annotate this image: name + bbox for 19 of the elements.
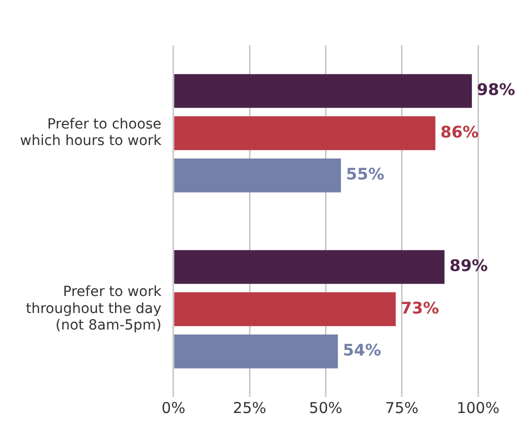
- data-label: 86%: [440, 122, 479, 142]
- data-label: 54%: [342, 340, 382, 360]
- y-tick-label: Prefer to choose which hours to work: [20, 116, 162, 150]
- data-label: 89%: [449, 256, 488, 276]
- data-label: 55%: [346, 164, 384, 184]
- bar: [174, 292, 396, 326]
- x-tick-label: 100%: [456, 399, 500, 418]
- data-label: 98%: [476, 80, 516, 100]
- bar: [174, 74, 472, 108]
- y-tick-label: Prefer to work throughout the day (not 8am-5pm): [26, 284, 162, 334]
- bar: [174, 158, 341, 192]
- bar: [174, 250, 444, 284]
- x-tick-label: 0%: [162, 399, 186, 418]
- x-tick-label: 50%: [309, 399, 342, 418]
- bar: [174, 334, 338, 368]
- x-tick-label: 75%: [385, 399, 419, 418]
- x-tick-label: 25%: [232, 399, 266, 418]
- data-label: 73%: [400, 298, 440, 318]
- bar: [174, 116, 436, 150]
